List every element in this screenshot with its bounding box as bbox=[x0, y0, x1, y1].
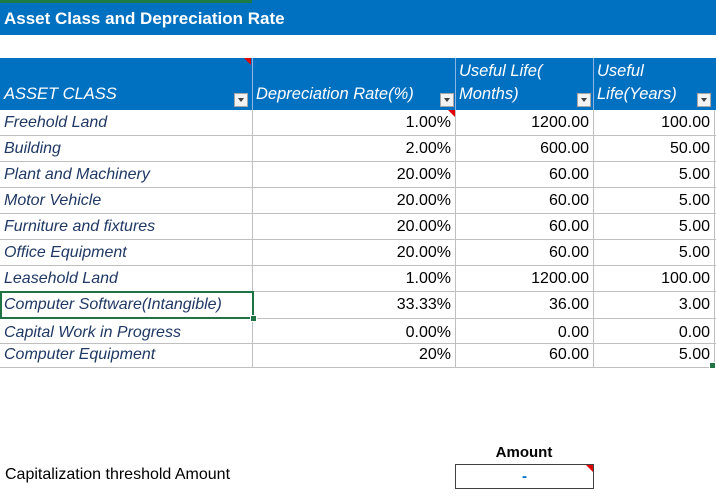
header-useful-life-years[interactable]: Useful Life(Years) bbox=[593, 58, 716, 110]
table-row: Motor Vehicle 20.00% 60.00 5.00 bbox=[0, 188, 716, 214]
header-useful-life-years-line1: Useful bbox=[597, 62, 644, 80]
header-asset-class-label: ASSET CLASS bbox=[4, 85, 117, 103]
depreciation-rate-cell[interactable]: 20.00% bbox=[396, 218, 451, 235]
useful-life-years-cell[interactable]: 5.00 bbox=[678, 244, 710, 261]
grid-line bbox=[0, 187, 716, 188]
comment-indicator-icon bbox=[586, 465, 593, 472]
active-cell-indicator bbox=[0, 0, 252, 3]
useful-life-months-cell[interactable]: 600.00 bbox=[540, 140, 589, 157]
header-useful-life-months[interactable]: Useful Life( Months) bbox=[455, 58, 593, 110]
useful-life-months-cell[interactable]: 60.00 bbox=[548, 192, 589, 209]
table-row: Freehold Land 1.00% 1200.00 100.00 bbox=[0, 110, 716, 136]
asset-class-cell[interactable]: Furniture and fixtures bbox=[4, 218, 156, 235]
asset-class-cell[interactable]: Computer Equipment bbox=[4, 346, 156, 363]
depreciation-rate-cell[interactable]: 1.00% bbox=[405, 114, 451, 131]
filter-dropdown-icon[interactable] bbox=[697, 93, 711, 107]
table-row: Building 2.00% 600.00 50.00 bbox=[0, 136, 716, 162]
comment-indicator-icon bbox=[448, 110, 455, 117]
asset-class-cell[interactable]: Computer Software(Intangible) bbox=[4, 296, 222, 313]
useful-life-months-cell[interactable]: 1200.00 bbox=[531, 114, 589, 131]
amount-header[interactable]: Amount bbox=[495, 444, 553, 461]
table-row: Office Equipment 20.00% 60.00 5.00 bbox=[0, 240, 716, 266]
fill-handle[interactable] bbox=[709, 362, 716, 369]
depreciation-rate-cell[interactable]: 2.00% bbox=[405, 140, 451, 157]
header-useful-life-months-line1: Useful Life( bbox=[459, 62, 543, 80]
useful-life-months-cell[interactable]: 1200.00 bbox=[531, 270, 589, 287]
threshold-amount-field[interactable]: - bbox=[455, 464, 594, 489]
useful-life-years-cell[interactable]: 5.00 bbox=[678, 218, 710, 235]
asset-class-cell[interactable]: Freehold Land bbox=[4, 114, 108, 131]
table-row: Plant and Machinery 20.00% 60.00 5.00 bbox=[0, 162, 716, 188]
asset-class-cell[interactable]: Leasehold Land bbox=[4, 270, 118, 287]
table-row: Leasehold Land 1.00% 1200.00 100.00 bbox=[0, 266, 716, 292]
filter-dropdown-icon[interactable] bbox=[440, 93, 454, 107]
fill-handle[interactable] bbox=[250, 315, 257, 322]
table-row: Capital Work in Progress 0.00% 0.00 0.00 bbox=[0, 320, 716, 344]
depreciation-rate-cell[interactable]: 20.00% bbox=[396, 244, 451, 261]
useful-life-months-cell[interactable]: 60.00 bbox=[548, 166, 589, 183]
sheet-title[interactable]: Asset Class and Depreciation Rate bbox=[4, 9, 285, 28]
filter-dropdown-icon[interactable] bbox=[577, 93, 591, 107]
useful-life-months-cell[interactable]: 60.00 bbox=[548, 218, 589, 235]
asset-class-cell[interactable]: Plant and Machinery bbox=[4, 166, 150, 183]
useful-life-years-cell[interactable]: 100.00 bbox=[661, 270, 710, 287]
asset-class-cell[interactable]: Motor Vehicle bbox=[4, 192, 102, 209]
threshold-label[interactable]: Capitalization threshold Amount bbox=[5, 466, 231, 483]
useful-life-years-cell[interactable]: 100.00 bbox=[661, 114, 710, 131]
table-row: Computer Equipment 20% 60.00 5.00 bbox=[0, 344, 716, 368]
asset-class-cell[interactable]: Office Equipment bbox=[4, 244, 127, 261]
useful-life-years-cell[interactable]: 50.00 bbox=[669, 140, 710, 157]
useful-life-years-cell[interactable]: 0.00 bbox=[678, 324, 710, 341]
header-depreciation-rate-label: Depreciation Rate(%) bbox=[256, 85, 414, 103]
useful-life-months-cell[interactable]: 36.00 bbox=[548, 296, 589, 313]
useful-life-months-cell[interactable]: 0.00 bbox=[557, 324, 589, 341]
grid-line bbox=[0, 291, 716, 292]
depreciation-rate-cell[interactable]: 20% bbox=[418, 346, 451, 363]
asset-class-cell[interactable]: Building bbox=[4, 140, 61, 157]
selected-cell-outline bbox=[0, 291, 254, 319]
asset-class-cell[interactable]: Capital Work in Progress bbox=[4, 324, 181, 341]
table-header-row: ASSET CLASS Depreciation Rate(%) Useful … bbox=[0, 58, 716, 110]
grid-line bbox=[0, 343, 716, 344]
useful-life-years-cell[interactable]: 3.00 bbox=[678, 296, 710, 313]
header-divider bbox=[593, 58, 594, 110]
grid-line bbox=[0, 265, 716, 266]
depreciation-rate-cell[interactable]: 20.00% bbox=[396, 192, 451, 209]
header-asset-class[interactable]: ASSET CLASS bbox=[0, 58, 252, 110]
sheet-title-bar: Asset Class and Depreciation Rate bbox=[0, 0, 716, 35]
table-row: Furniture and fixtures 20.00% 60.00 5.00 bbox=[0, 214, 716, 240]
header-useful-life-years-line2: Life(Years) bbox=[597, 85, 677, 103]
grid-line bbox=[0, 367, 716, 368]
useful-life-years-cell[interactable]: 5.00 bbox=[678, 166, 710, 183]
depreciation-rate-cell[interactable]: 0.00% bbox=[405, 324, 451, 341]
header-useful-life-months-line2: Months) bbox=[459, 85, 519, 103]
grid-line bbox=[0, 213, 716, 214]
filter-dropdown-icon[interactable] bbox=[234, 93, 248, 107]
useful-life-years-cell[interactable]: 5.00 bbox=[678, 192, 710, 209]
header-divider bbox=[252, 58, 253, 110]
useful-life-months-cell[interactable]: 60.00 bbox=[548, 244, 589, 261]
grid-line bbox=[0, 135, 716, 136]
useful-life-months-cell[interactable]: 60.00 bbox=[548, 346, 589, 363]
useful-life-years-cell[interactable]: 5.00 bbox=[678, 346, 710, 363]
grid-line bbox=[0, 318, 716, 319]
table-row: Computer Software(Intangible) 33.33% 36.… bbox=[0, 292, 716, 318]
threshold-amount-value: - bbox=[522, 468, 527, 485]
comment-indicator-icon bbox=[244, 58, 251, 65]
grid-line bbox=[0, 161, 716, 162]
header-depreciation-rate[interactable]: Depreciation Rate(%) bbox=[252, 58, 455, 110]
depreciation-rate-cell[interactable]: 33.33% bbox=[396, 296, 451, 313]
depreciation-rate-cell[interactable]: 20.00% bbox=[396, 166, 451, 183]
grid-line bbox=[0, 239, 716, 240]
depreciation-rate-cell[interactable]: 1.00% bbox=[405, 270, 451, 287]
header-divider bbox=[455, 58, 456, 110]
